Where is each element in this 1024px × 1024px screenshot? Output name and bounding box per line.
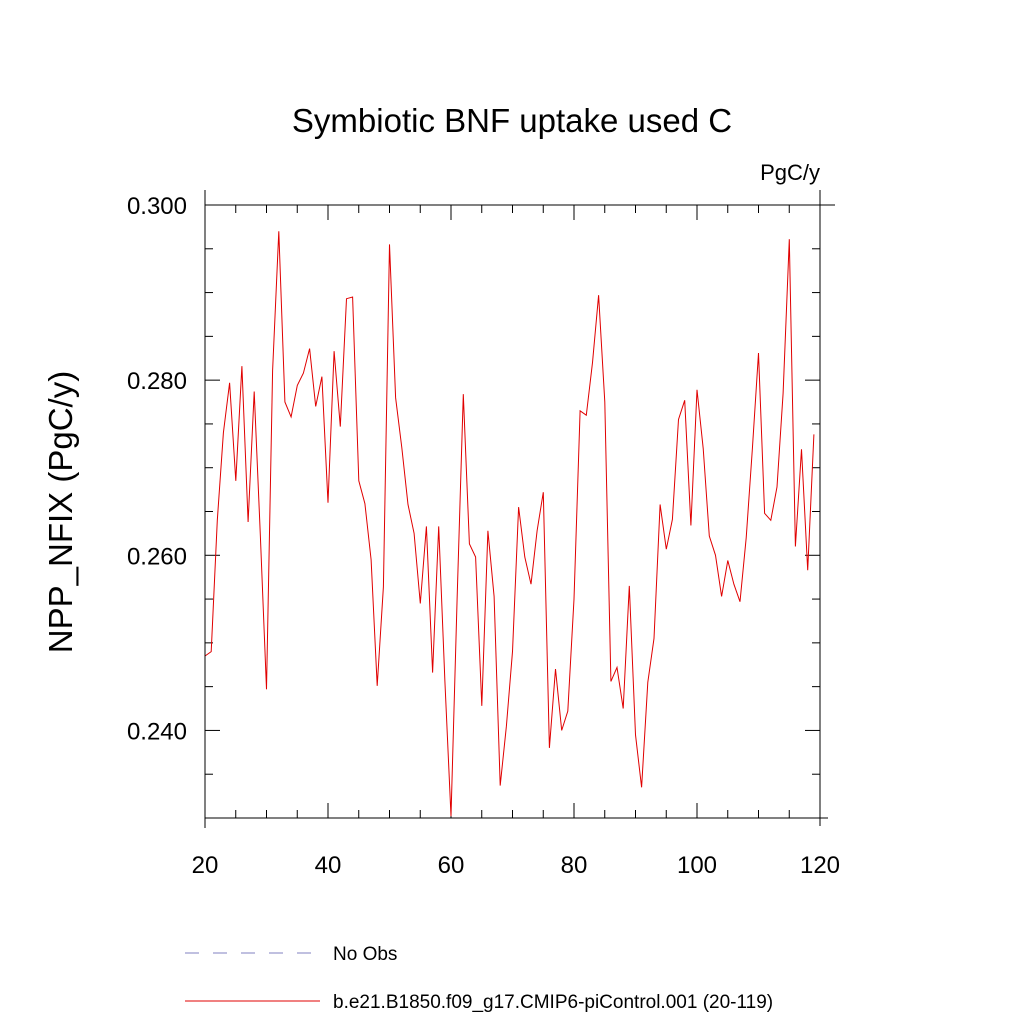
x-tick-label: 20 xyxy=(192,852,219,879)
x-tick-label: 60 xyxy=(438,852,465,879)
legend-label-model: b.e21.B1850.f09_g17.CMIP6-piControl.001 … xyxy=(333,992,773,1013)
x-tick-label: 40 xyxy=(315,852,342,879)
legend: No Obs b.e21.B1850.f09_g17.CMIP6-piContr… xyxy=(185,944,773,1013)
x-tick-label: 120 xyxy=(800,852,840,879)
plot-frame xyxy=(204,204,821,819)
x-tick-label: 80 xyxy=(561,852,588,879)
y-tick-labels: 0.240 0.260 0.280 0.300 xyxy=(127,193,187,745)
series-line xyxy=(204,231,815,817)
legend-label-no-obs: No Obs xyxy=(333,944,397,965)
series-layer xyxy=(204,231,815,817)
chart-title: Symbiotic BNF uptake used C xyxy=(292,102,732,139)
y-tick-label: 0.280 xyxy=(127,368,187,395)
y-tick-label: 0.260 xyxy=(127,543,187,570)
chart-units-label: PgC/y xyxy=(760,160,820,185)
y-tick-label: 0.240 xyxy=(127,718,187,745)
y-axis-label: NPP_NFIX (PgC/y) xyxy=(42,371,79,653)
y-tick-label: 0.300 xyxy=(127,193,187,220)
axis-ticks xyxy=(204,190,835,828)
x-tick-labels: 20 40 60 80 100 120 xyxy=(192,852,840,879)
x-tick-label: 100 xyxy=(677,852,717,879)
